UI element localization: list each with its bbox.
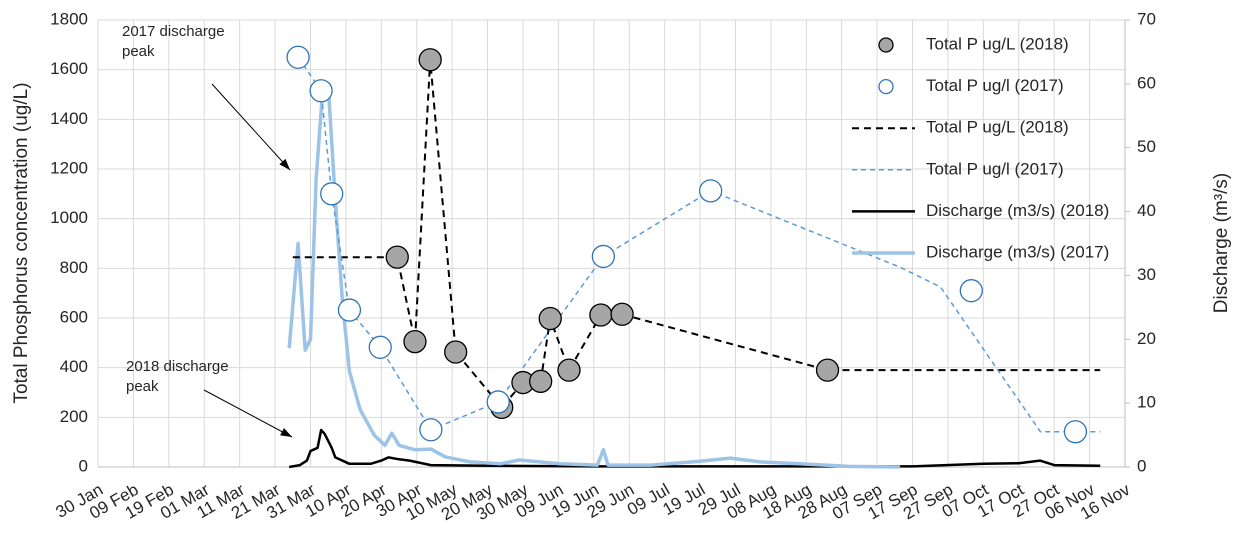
y-tick-label: 1400 [50, 109, 88, 128]
series-line [288, 428, 1101, 469]
y-tick-label: 600 [60, 307, 88, 326]
y-tick-label: 1800 [50, 9, 88, 28]
annotation: 2017 discharge peak [122, 23, 225, 60]
data-point [385, 245, 409, 269]
y2-tick-label: 0 [1137, 456, 1146, 475]
data-point [320, 182, 344, 206]
y2-tick-label: 10 [1137, 393, 1156, 412]
legend-symbol [878, 37, 894, 53]
data-point [815, 358, 840, 382]
data-point [557, 358, 581, 382]
y-tick-label: 800 [60, 258, 88, 277]
y2-axis-title: Discharge (m³/s) [1211, 173, 1232, 313]
data-point [589, 303, 613, 327]
annotation: 2018 discharge peak [126, 358, 229, 395]
y2-tick-label: 60 [1137, 73, 1156, 92]
data-point [368, 335, 392, 359]
annotation-arrowhead [280, 428, 292, 437]
y2-tick-label: 50 [1137, 137, 1156, 156]
legend-label: Discharge (m3/s) (2018) [926, 201, 1109, 220]
data-point [610, 302, 634, 326]
y-tick-label: 400 [60, 357, 88, 376]
legend-symbol [878, 78, 894, 95]
y-tick-label: 1000 [50, 208, 88, 227]
y2-tick-label: 40 [1137, 201, 1156, 220]
y-tick-label: 1200 [50, 158, 88, 177]
legend-label: Total P ug/L (2018) [926, 34, 1069, 53]
y2-tick-label: 30 [1137, 265, 1156, 284]
data-point [699, 179, 723, 203]
data-point [403, 329, 427, 354]
data-point [591, 244, 616, 269]
data-point [529, 369, 553, 393]
annotation-arrow [203, 389, 293, 438]
data-point [538, 306, 562, 331]
y-tick-label: 0 [79, 456, 88, 475]
y2-tick-label: 70 [1137, 9, 1156, 28]
legend-label: Discharge (m3/s) (2017) [926, 242, 1109, 261]
y-tick-label: 200 [60, 407, 88, 426]
series-line [292, 58, 1101, 409]
data-point [1063, 420, 1088, 444]
data-point [309, 79, 333, 103]
data-point [486, 390, 510, 414]
data-point [419, 418, 443, 442]
y-axis-title: Total Phosphorus concentration (ug/L) [11, 82, 32, 403]
y-tick-label: 1600 [50, 59, 88, 78]
legend-label: Total P ug/l (2017) [926, 159, 1064, 178]
data-point [444, 340, 468, 364]
legend-label: Total P ug/L (2018) [926, 118, 1069, 137]
data-point [418, 48, 442, 72]
annotation-arrow [211, 83, 291, 171]
data-point [337, 298, 362, 322]
y2-tick-label: 20 [1137, 329, 1156, 348]
data-point [286, 45, 310, 69]
annotation-arrowhead [279, 158, 290, 170]
data-point [959, 279, 983, 303]
legend-label: Total P ug/l (2017) [926, 76, 1064, 95]
